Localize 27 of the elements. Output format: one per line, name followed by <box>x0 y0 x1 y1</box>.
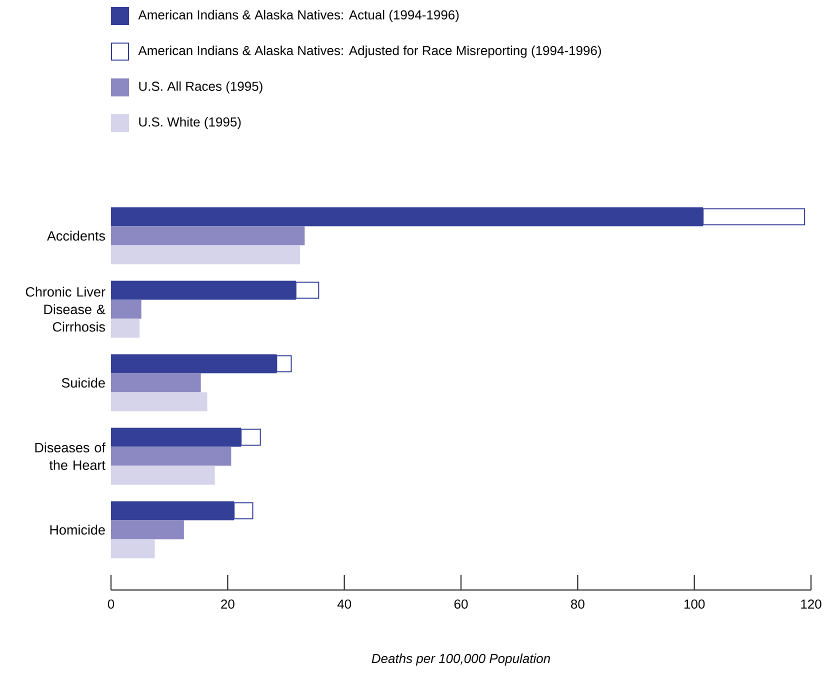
bar <box>111 245 300 264</box>
x-tick-label: 100 <box>684 600 705 609</box>
x-axis-title: Deaths per 100,000 Population <box>372 654 550 666</box>
x-tick-label: 60 <box>454 600 468 609</box>
y-tick-label: Suicide <box>62 378 105 388</box>
y-tick-label: Diseases of the Heart <box>35 442 106 470</box>
bar <box>111 318 140 338</box>
bar <box>111 226 305 246</box>
bar <box>111 520 184 540</box>
legend-label: U.S. White (1995) <box>139 117 241 130</box>
x-tick-label: 0 <box>108 600 114 609</box>
bar <box>111 446 232 466</box>
bar <box>111 300 142 319</box>
x-tick-label: 120 <box>801 600 822 609</box>
bar <box>111 466 215 485</box>
legend-label: American Indians & Alaska Natives: Adjusted for Race Misreporting (1994-1996) <box>138 46 601 58</box>
legend-label: American Indians & Alaska Natives: Actual (1994-1996) <box>138 10 459 22</box>
y-tick-label: Homicide <box>50 524 105 535</box>
y-tick-label: Accidents <box>46 230 105 241</box>
bar <box>111 539 155 558</box>
bar <box>111 373 201 392</box>
x-tick-label: 80 <box>571 600 584 609</box>
y-tick-label: Chronic Liver Disease & Cirrhosis <box>26 286 106 332</box>
bar <box>111 392 208 412</box>
x-tick-label: 40 <box>337 600 352 609</box>
x-tick-label: 20 <box>221 600 234 609</box>
legend-label: U.S. All Races (1995) <box>139 81 262 94</box>
